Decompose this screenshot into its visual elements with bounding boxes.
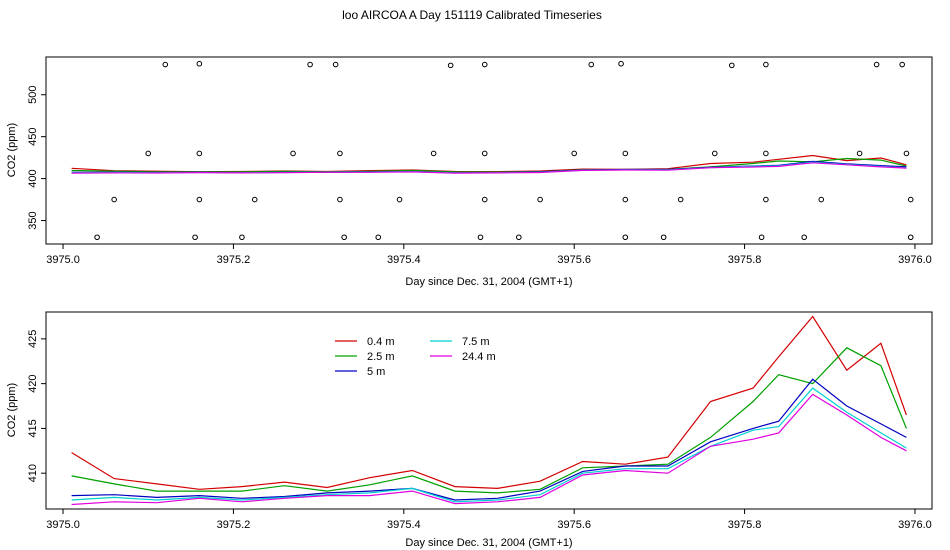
- top-data-point: [396, 196, 403, 203]
- top-data-point: [290, 150, 296, 157]
- bottom-x-tick-label: 3975.6: [557, 519, 591, 531]
- top-y-axis: 350 400 450 500: [27, 86, 46, 230]
- top-data-point: [337, 196, 343, 203]
- top-y-tick-label: 500: [27, 86, 39, 104]
- bottom-x-tick-label: 3975.8: [728, 519, 762, 531]
- top-data-point: [763, 150, 769, 157]
- top-data-point: [677, 196, 684, 203]
- top-plot-frame: [45, 56, 933, 245]
- top-x-axis-label: Day since Dec. 31, 2004 (GMT+1): [405, 276, 572, 288]
- bottom-x-axis-label: Day since Dec. 31, 2004 (GMT+1): [405, 537, 572, 549]
- top-data-point: [588, 61, 595, 68]
- top-points: [94, 60, 914, 241]
- top-panel: 3975.0 3975.2 3975.4 3975.6 3975.8 3976.0 350…: [6, 56, 933, 288]
- top-series-lines: [71, 154, 907, 174]
- top-data-point: [711, 150, 718, 157]
- top-data-point: [94, 234, 100, 241]
- top-data-point: [145, 150, 152, 157]
- top-data-point: [728, 62, 735, 69]
- top-data-point: [899, 61, 905, 68]
- bottom-y-tick-label: 420: [27, 374, 39, 392]
- top-data-point: [763, 196, 769, 203]
- top-data-point: [758, 234, 765, 241]
- top-y-axis-label: CO2 (ppm): [6, 123, 18, 177]
- bottom-series-lines: [71, 315, 907, 506]
- legend-label: 0.4 m: [367, 336, 395, 348]
- bottom-y-tick-label: 415: [27, 419, 39, 437]
- top-data-point: [516, 234, 522, 241]
- top-data-point: [162, 61, 169, 68]
- bottom-y-tick-label: 410: [27, 464, 39, 482]
- top-data-point: [337, 150, 343, 157]
- top-data-point: [763, 61, 769, 68]
- top-x-tick-label: 3975.6: [557, 254, 591, 266]
- top-data-point: [192, 234, 198, 241]
- top-data-point: [571, 150, 577, 157]
- top-data-point: [907, 234, 914, 241]
- top-data-point: [622, 150, 629, 157]
- top-data-point: [622, 234, 629, 241]
- chart-title: loo AIRCOA A Day 151119 Calibrated Times…: [342, 8, 602, 22]
- top-data-point: [801, 234, 808, 241]
- top-x-tick-label: 3975.0: [46, 254, 80, 266]
- top-data-point: [660, 234, 667, 241]
- bottom-panel: 3975.0 3975.2 3975.4 3975.6 3975.8 3976.0 410…: [6, 311, 933, 549]
- top-data-point: [447, 62, 454, 69]
- bottom-series-line: [71, 315, 907, 490]
- top-y-tick-label: 400: [27, 169, 39, 187]
- bottom-x-tick-label: 3975.0: [46, 519, 80, 531]
- top-data-point: [622, 196, 629, 203]
- top-data-point: [341, 234, 347, 241]
- bottom-series-line: [71, 387, 907, 503]
- top-data-point: [196, 150, 203, 157]
- top-x-tick-label: 3976.0: [898, 254, 932, 266]
- top-data-point: [481, 196, 488, 203]
- top-data-point: [481, 150, 488, 157]
- bottom-y-axis: 410 415 420 425: [27, 330, 46, 482]
- bottom-x-tick-label: 3975.2: [217, 519, 251, 531]
- top-data-point: [856, 150, 863, 157]
- top-data-point: [477, 234, 484, 241]
- top-data-point: [873, 61, 880, 68]
- legend-label: 2.5 m: [367, 351, 395, 363]
- bottom-plot-frame: [45, 311, 933, 510]
- top-data-point: [481, 61, 488, 68]
- legend-label: 7.5 m: [462, 336, 490, 348]
- legend-label: 5 m: [367, 366, 385, 378]
- bottom-series-line: [71, 378, 907, 501]
- bottom-y-axis-label: CO2 (ppm): [6, 383, 18, 437]
- top-data-point: [618, 60, 624, 67]
- top-data-point: [430, 150, 437, 157]
- top-x-axis: 3975.0 3975.2 3975.4 3975.6 3975.8 3976.0: [46, 244, 932, 266]
- top-x-tick-label: 3975.2: [217, 254, 251, 266]
- legend-label: 24.4 m: [462, 351, 496, 363]
- top-data-point: [239, 234, 245, 241]
- bottom-y-tick-label: 425: [27, 330, 39, 348]
- bottom-x-axis: 3975.0 3975.2 3975.4 3975.6 3975.8 3976.0: [46, 509, 932, 531]
- bottom-x-tick-label: 3975.4: [387, 519, 421, 531]
- top-data-point: [903, 150, 910, 157]
- top-data-point: [111, 196, 117, 203]
- top-data-point: [307, 61, 313, 68]
- bottom-series-line: [71, 347, 907, 494]
- top-data-point: [375, 234, 382, 241]
- top-x-tick-label: 3975.4: [387, 254, 421, 266]
- top-data-point: [196, 60, 203, 67]
- top-y-tick-label: 450: [27, 127, 39, 145]
- top-data-point: [251, 196, 258, 203]
- top-series-line: [71, 154, 907, 173]
- legend: 0.4 m 2.5 m 5 m 7.5 m 24.4 m: [335, 336, 496, 378]
- top-data-point: [818, 196, 825, 203]
- top-data-point: [196, 196, 203, 203]
- top-data-point: [537, 196, 543, 203]
- top-y-tick-label: 350: [27, 211, 39, 229]
- top-data-point: [907, 196, 914, 203]
- top-x-tick-label: 3975.8: [728, 254, 762, 266]
- bottom-x-tick-label: 3976.0: [898, 519, 932, 531]
- top-series-line: [71, 162, 907, 174]
- top-data-point: [332, 61, 339, 68]
- bottom-series-line: [71, 393, 907, 506]
